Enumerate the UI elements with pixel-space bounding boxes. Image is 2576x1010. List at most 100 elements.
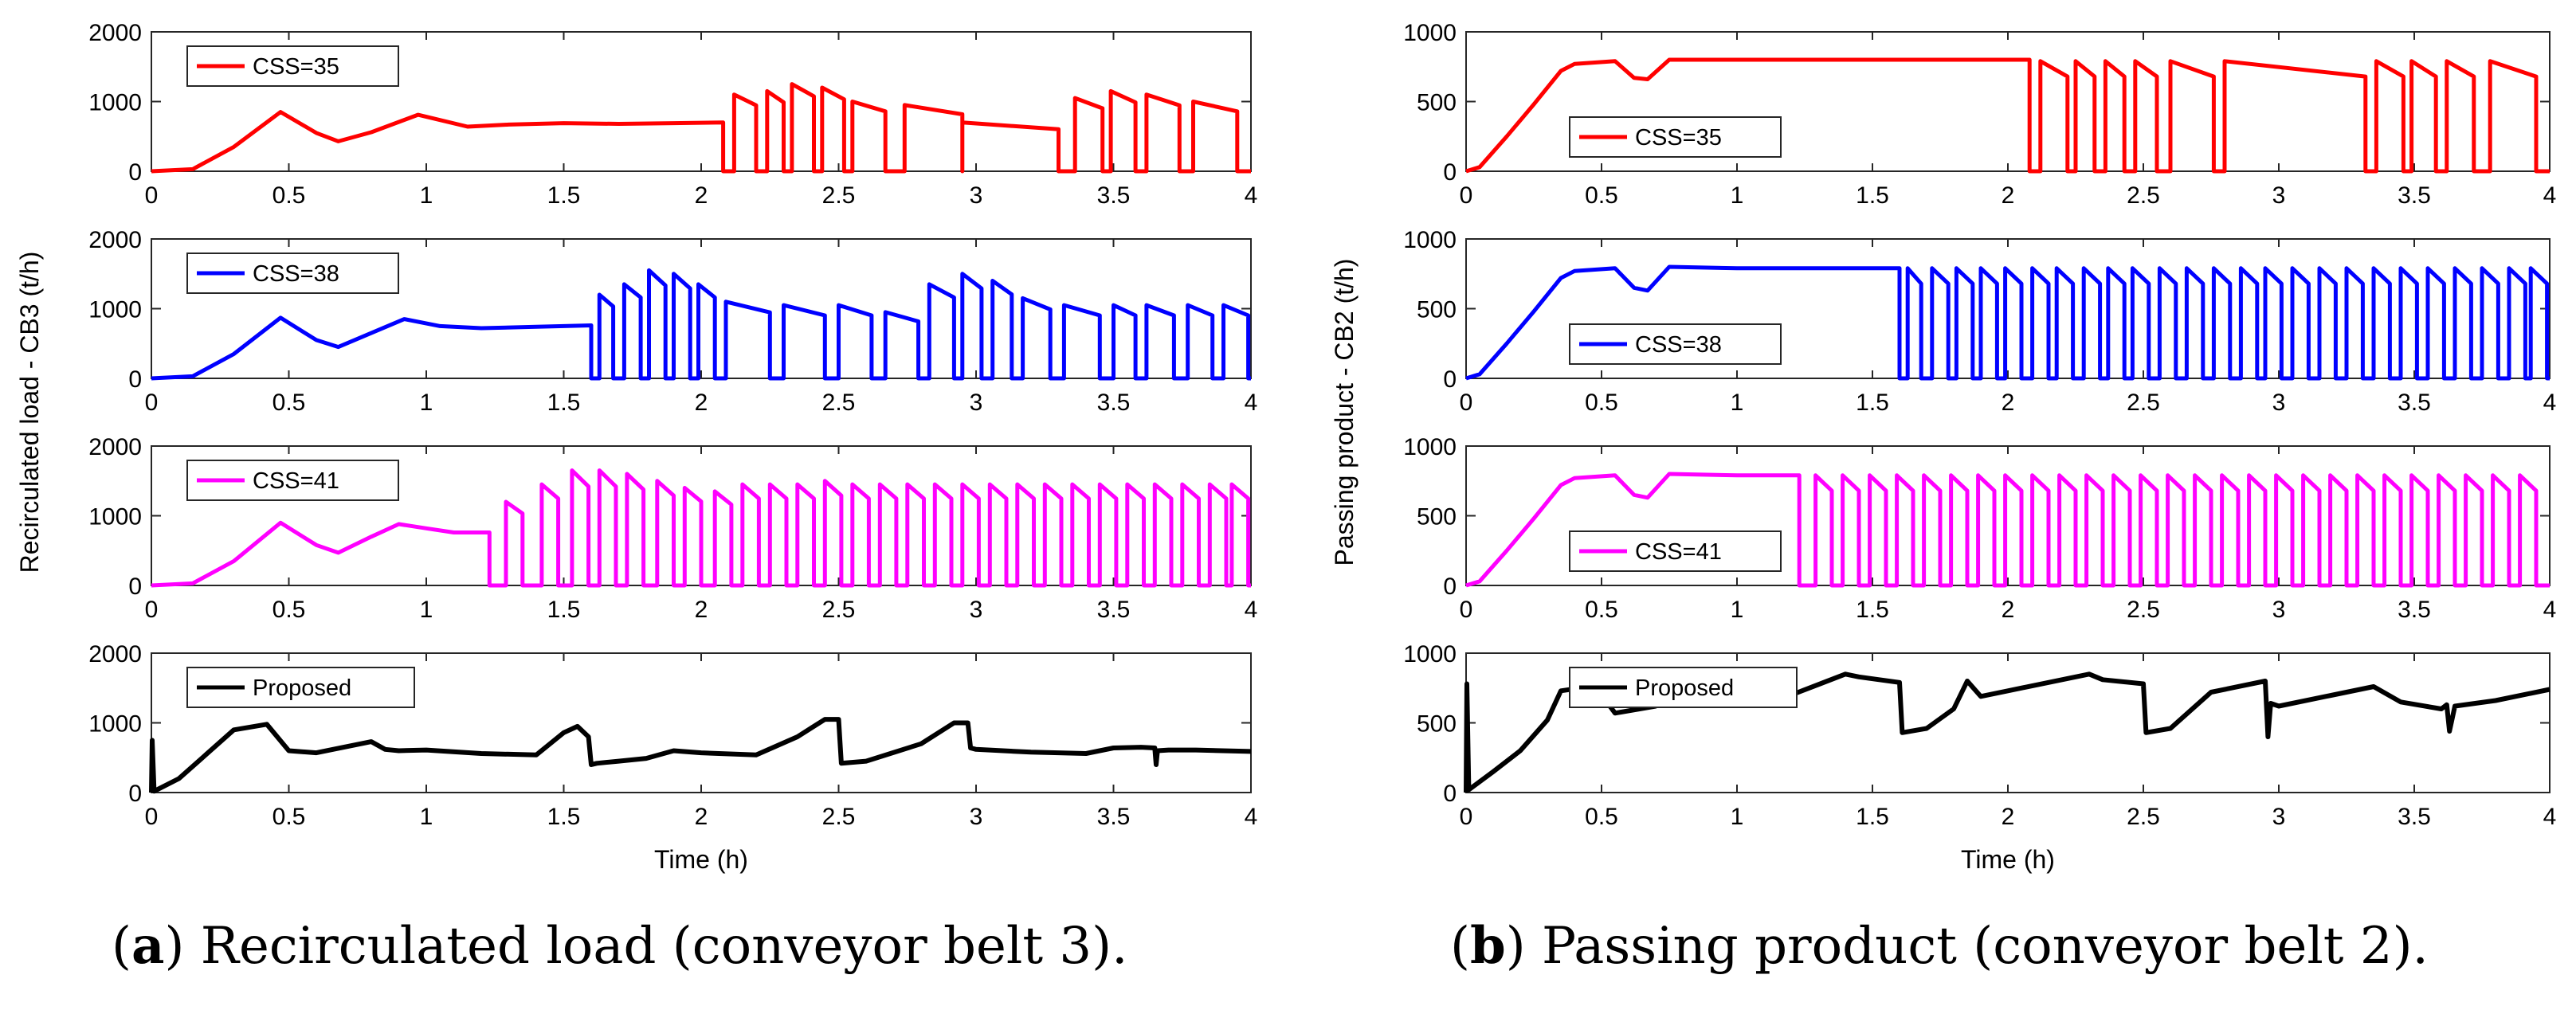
legend-label: Proposed: [1635, 675, 1734, 701]
subplot-a-3: 0 0.5 1 1.5 2 2.5 3 3.5 4 0 1000 2000 CSS=41: [88, 434, 1257, 623]
x-tick-label: 3: [970, 597, 983, 623]
y-tick-label: 1000: [1403, 434, 1457, 460]
x-axis-label: Time (h): [654, 845, 748, 874]
x-tick-label: 3: [2272, 804, 2286, 830]
caption-a-letter: a: [131, 916, 165, 976]
x-tick-label: 0: [1460, 182, 1473, 209]
x-tick-label: 2: [2002, 390, 2015, 416]
legend-label: CSS=41: [1635, 539, 1722, 565]
x-tick-label: 1: [1731, 390, 1744, 416]
legend: CSS=41: [186, 460, 399, 501]
x-tick-label: 0.5: [272, 182, 306, 209]
x-tick-label: 1.5: [1856, 804, 1889, 830]
series-line-css-35: [1465, 57, 2550, 174]
x-tick-label: 2.5: [2127, 182, 2160, 209]
x-tick-label: 4: [2543, 804, 2557, 830]
legend-label: CSS=35: [1635, 125, 1722, 151]
y-tick-label: 1000: [88, 90, 142, 116]
y-tick-label: 1000: [88, 297, 142, 323]
x-tick-label: 2: [695, 182, 708, 209]
x-tick-label: 1: [1731, 597, 1744, 623]
legend-label: CSS=38: [1635, 332, 1722, 358]
x-tick-label: 1.5: [1856, 182, 1889, 209]
legend-label: CSS=41: [253, 468, 339, 494]
y-tick-label: 500: [1417, 90, 1457, 116]
y-tick-label: 500: [1417, 711, 1457, 738]
x-tick-label: 1: [420, 597, 433, 623]
caption-b-letter: b: [1469, 916, 1506, 976]
x-tick-label: 1.5: [547, 390, 581, 416]
subplot-b-3: 0 0.5 1 1.5 2 2.5 3 3.5 4 0 500 1000 CSS=41: [1403, 434, 2556, 623]
x-tick-label: 3.5: [1097, 597, 1131, 623]
x-tick-label: 1.5: [547, 804, 581, 830]
chart-b: 0 0.5 1 1.5 2 2.5 3 3.5 4 0 500 1000 CSS=35 0 0.5 1 1.5 2…: [1330, 20, 2556, 874]
subplot-b-2: 0 0.5 1 1.5 2 2.5 3 3.5 4 0 500 1000 CSS=38: [1403, 227, 2556, 416]
x-tick-label: 2: [2002, 182, 2015, 209]
x-tick-label: 0.5: [272, 597, 306, 623]
x-tick-label: 2: [695, 597, 708, 623]
x-tick-label: 3: [970, 390, 983, 416]
y-tick-label: 1000: [88, 711, 142, 738]
legend: CSS=35: [186, 45, 399, 87]
x-tick-label: 4: [2543, 182, 2557, 209]
series-line-css-35: [151, 82, 1251, 174]
y-tick-label: 2000: [88, 20, 142, 46]
x-tick-label: 0.5: [1585, 390, 1618, 416]
legend: CSS=35: [1569, 116, 1782, 158]
y-tick-label: 0: [128, 574, 142, 600]
subplot-b-1: 0 0.5 1 1.5 2 2.5 3 3.5 4 0 500 1000 CSS=35: [1403, 20, 2556, 209]
x-tick-label: 3.5: [2398, 804, 2431, 830]
x-tick-label: 3.5: [2398, 182, 2431, 209]
x-tick-label: 0.5: [1585, 597, 1618, 623]
x-tick-label: 1.5: [547, 597, 581, 623]
caption-b-text: Passing product (conveyor belt 2).: [1542, 917, 2429, 976]
y-tick-label: 1000: [1403, 227, 1457, 253]
caption-b: (b) Passing product (conveyor belt 2).: [1450, 916, 2429, 976]
x-tick-label: 1.5: [1856, 597, 1889, 623]
x-tick-label: 3.5: [2398, 597, 2431, 623]
x-tick-label: 0: [1460, 804, 1473, 830]
y-tick-label: 500: [1417, 504, 1457, 530]
legend: CSS=41: [1569, 530, 1782, 572]
y-axis-label: Passing product - CB2 (t/h): [1330, 259, 1359, 566]
x-tick-label: 2.5: [822, 804, 856, 830]
x-tick-label: 3: [2272, 182, 2286, 209]
x-tick-label: 3: [2272, 390, 2286, 416]
x-tick-label: 2: [2002, 597, 2015, 623]
x-tick-label: 2: [695, 390, 708, 416]
subplot-a-2: 0 0.5 1 1.5 2 2.5 3 3.5 4 0 1000 2000 CSS=38: [88, 227, 1257, 416]
series-line-proposed: [149, 717, 1252, 794]
x-tick-label: 3: [970, 804, 983, 830]
x-tick-label: 4: [2543, 390, 2557, 416]
series-line-css-38: [151, 268, 1251, 381]
x-tick-label: 2.5: [2127, 597, 2160, 623]
series-line-css-38: [1465, 264, 2550, 381]
caption-a: (a) Recirculated load (conveyor belt 3).: [112, 916, 1128, 976]
x-tick-label: 3.5: [1097, 182, 1131, 209]
x-tick-label: 0.5: [272, 390, 306, 416]
y-tick-label: 0: [1443, 574, 1457, 600]
x-tick-label: 1.5: [547, 182, 581, 209]
y-tick-label: 0: [128, 781, 142, 807]
x-tick-label: 2.5: [822, 390, 856, 416]
x-tick-label: 3: [970, 182, 983, 209]
x-tick-label: 0.5: [1585, 182, 1618, 209]
x-tick-label: 0: [145, 804, 159, 830]
x-tick-label: 0: [1460, 390, 1473, 416]
x-tick-label: 1: [1731, 182, 1744, 209]
y-tick-label: 500: [1417, 297, 1457, 323]
y-tick-label: 0: [1443, 366, 1457, 393]
y-tick-label: 1000: [1403, 20, 1457, 46]
caption-a-text: Recirculated load (conveyor belt 3).: [200, 917, 1128, 976]
x-tick-label: 2.5: [2127, 390, 2160, 416]
legend: Proposed: [1569, 667, 1798, 708]
x-tick-label: 0.5: [1585, 804, 1618, 830]
y-tick-label: 0: [128, 159, 142, 186]
x-tick-label: 0: [145, 390, 159, 416]
x-tick-label: 4: [1245, 597, 1258, 623]
series-line-css-41: [151, 468, 1251, 588]
x-tick-label: 1: [1731, 804, 1744, 830]
legend-label: Proposed: [253, 675, 351, 701]
legend-label: CSS=38: [253, 261, 339, 287]
